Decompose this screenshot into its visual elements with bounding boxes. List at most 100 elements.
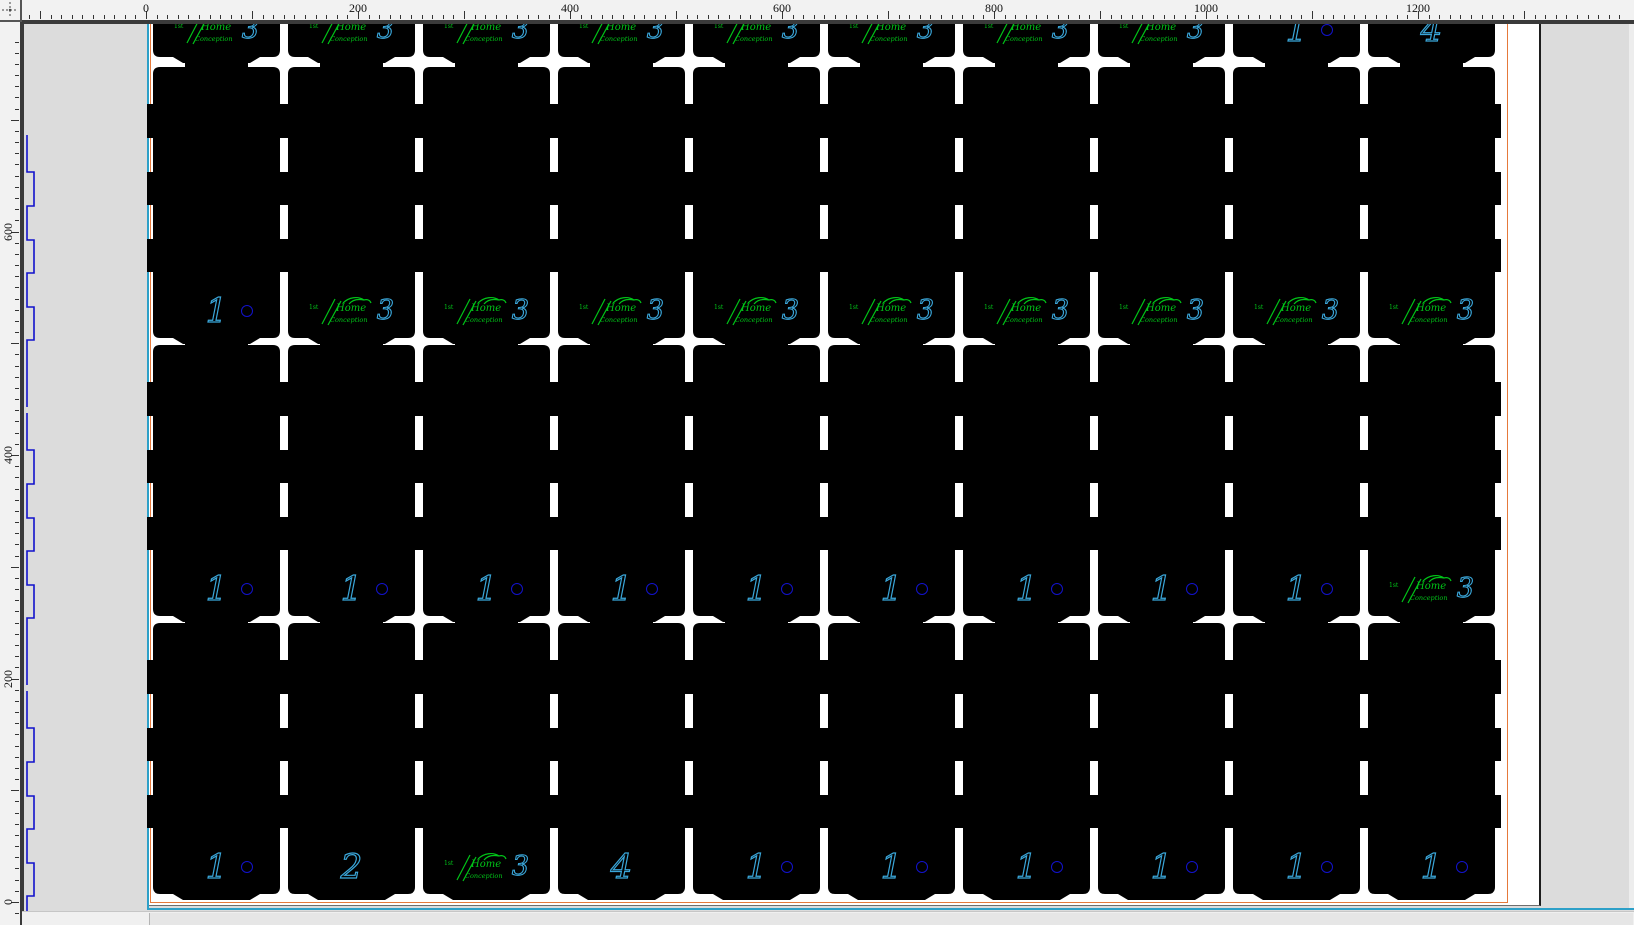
quantity-label: 3 <box>1456 295 1475 326</box>
panel-label: 3 <box>1233 289 1360 333</box>
brand-logo <box>443 297 507 326</box>
ruler-tick <box>15 879 19 881</box>
brand-logo <box>578 24 642 45</box>
ruler-tick <box>1301 15 1303 19</box>
ruler-tick <box>527 15 529 19</box>
offsheet-part-edge[interactable] <box>26 691 38 911</box>
ruler-tick <box>15 644 19 646</box>
finger-hole-cutout <box>1051 583 1063 595</box>
finger-hole-cutout <box>1321 24 1333 36</box>
finger-hole-cutout <box>1321 583 1333 595</box>
ruler-tick <box>1481 15 1483 19</box>
brand-logo <box>1388 574 1452 604</box>
ruler-tick <box>623 15 624 19</box>
brand-logo <box>173 24 237 45</box>
ruler-tick <box>15 197 19 199</box>
brand-logo <box>848 297 912 326</box>
ruler-tick <box>1555 15 1557 19</box>
canvas-edge-shade <box>1629 24 1634 908</box>
ruler-tick <box>1153 15 1154 19</box>
ruler-tick <box>1036 15 1038 19</box>
ruler-tick <box>15 242 19 244</box>
brand-logo <box>308 24 372 45</box>
finger-hole-cutout <box>1456 861 1468 873</box>
ruler-tick <box>1248 15 1250 19</box>
panel-label: 1 <box>693 845 820 889</box>
quantity-label: 1 <box>1150 846 1173 887</box>
ruler-tick <box>283 15 285 19</box>
ruler-tick <box>1333 15 1335 19</box>
ruler-tick <box>15 633 19 635</box>
offsheet-part-edge[interactable] <box>26 135 38 407</box>
quantity-label: 1 <box>610 568 633 609</box>
ruler-tick <box>517 15 518 19</box>
quantity-label: 1 <box>1420 846 1443 887</box>
brand-logo <box>308 297 372 326</box>
finger-hole-cutout <box>241 583 253 595</box>
horizontal-scrollbar-thumb[interactable] <box>149 913 1633 925</box>
ruler-label: 0 <box>143 1 149 15</box>
ruler-tick <box>888 11 889 19</box>
panel-label: 1 <box>423 567 550 611</box>
ruler-tick <box>220 15 222 19</box>
finger-hole-cutout <box>781 861 793 873</box>
panel-label: 1 <box>693 567 820 611</box>
quantity-label: 1 <box>340 568 363 609</box>
ruler-tick <box>1343 15 1345 19</box>
ruler-tick <box>15 75 19 77</box>
ruler-tick <box>262 15 264 19</box>
finger-hole-cutout <box>916 861 928 873</box>
ruler-tick <box>941 15 942 19</box>
brand-logo <box>713 297 777 326</box>
ruler-tick <box>15 432 19 434</box>
ruler-tick <box>15 712 19 714</box>
brand-logo <box>1118 297 1182 326</box>
quantity-label: 1 <box>1285 22 1308 51</box>
ruler-tick <box>15 97 19 99</box>
ruler-tick <box>1354 15 1356 19</box>
ruler-tick <box>718 15 720 19</box>
ruler-label: 0 <box>1 899 15 905</box>
ruler-tick <box>400 15 402 19</box>
ruler-tick <box>792 15 794 19</box>
ruler-label: 200 <box>349 1 367 15</box>
ruler-tick <box>1577 15 1578 19</box>
brand-logo <box>443 852 507 882</box>
quantity-label: 4 <box>1420 22 1443 51</box>
ruler-tick <box>135 15 137 19</box>
brand-logo <box>983 24 1047 45</box>
horizontal-scrollbar[interactable] <box>22 911 1634 925</box>
ruler-tick <box>11 231 19 233</box>
ruler-tick <box>15 745 19 747</box>
ruler-tick <box>813 15 815 19</box>
quantity-label: 1 <box>1015 568 1038 609</box>
ruler-tick <box>15 577 19 579</box>
quantity-label: 3 <box>916 22 935 45</box>
finger-hole-cutout <box>241 305 253 317</box>
offsheet-part-edge[interactable] <box>26 413 38 685</box>
ruler-tick <box>230 15 232 19</box>
ruler-tick <box>1142 15 1144 19</box>
ruler-tick <box>15 779 19 781</box>
ruler-tick <box>1206 11 1207 19</box>
panel-label: 1 <box>828 567 955 611</box>
quantity-label: 1 <box>205 568 228 609</box>
ruler-tick <box>15 700 19 702</box>
ruler-tick <box>15 421 19 423</box>
ruler-tick <box>15 387 19 389</box>
panel-label: 3 <box>693 289 820 333</box>
panel-label: 1 <box>153 567 280 611</box>
ruler-tick <box>633 15 635 19</box>
sheet-edge-guide-bottom <box>147 908 1634 910</box>
ruler-tick <box>273 15 275 19</box>
drawing-canvas[interactable]: 3 3 3 3 3 3 3 <box>22 22 1634 911</box>
ruler-tick <box>50 15 52 19</box>
ruler-tick <box>845 15 847 19</box>
panel-label: 3 <box>288 289 415 333</box>
ruler-tick <box>739 15 741 19</box>
ruler-tick <box>15 354 19 356</box>
ruler-label: 1200 <box>1406 1 1430 15</box>
ruler-tick <box>771 15 773 19</box>
ruler-tick <box>686 15 688 19</box>
panel-label: 3 <box>153 24 280 52</box>
